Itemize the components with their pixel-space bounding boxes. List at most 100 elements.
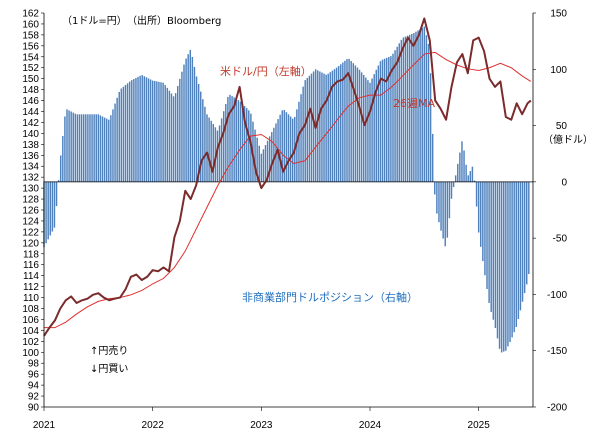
position-bar <box>220 118 223 182</box>
left-tick-label: 108 <box>22 304 39 315</box>
position-bar <box>166 87 169 182</box>
position-bar <box>511 181 513 338</box>
position-bar <box>365 77 367 182</box>
position-bar <box>394 50 396 182</box>
position-bar <box>218 125 221 182</box>
position-bar <box>444 181 446 247</box>
position-bar <box>55 181 58 207</box>
position-bar <box>340 64 342 182</box>
position-bar <box>271 132 273 182</box>
position-bar <box>193 66 196 182</box>
position-bar <box>76 114 79 182</box>
left-tick-label: 134 <box>22 162 39 173</box>
position-bar <box>105 118 108 182</box>
position-bar <box>235 98 237 182</box>
position-bar <box>327 73 329 182</box>
position-bar <box>133 79 135 182</box>
position-bar <box>149 79 152 182</box>
position-bar <box>513 181 515 333</box>
position-bar <box>189 49 192 182</box>
position-bar <box>273 127 275 182</box>
position-bar <box>191 56 194 182</box>
position-bar <box>308 75 311 182</box>
position-bar <box>172 96 175 182</box>
left-tick-label: 116 <box>23 260 39 271</box>
position-bar <box>206 114 208 182</box>
left-tick-label: 140 <box>22 129 39 140</box>
position-bar <box>103 117 106 182</box>
position-bar <box>95 114 97 182</box>
position-bar <box>459 152 461 182</box>
position-bar <box>47 181 49 240</box>
ma-series-label: 26週MA <box>393 97 435 110</box>
position-bar <box>135 77 137 182</box>
position-bar <box>289 116 292 182</box>
position-bar <box>225 104 227 182</box>
left-tick-label: 156 <box>22 41 39 52</box>
position-bar <box>490 181 492 312</box>
position-bar <box>477 181 480 233</box>
position-bar <box>210 120 212 182</box>
position-bar <box>385 57 388 182</box>
position-bar <box>195 76 198 182</box>
position-bar <box>229 94 231 182</box>
position-bar <box>62 135 64 182</box>
position-bar <box>306 77 309 182</box>
left-tick-label: 110 <box>23 293 39 304</box>
position-bar <box>419 29 421 182</box>
position-bar <box>233 97 235 182</box>
left-tick-label: 142 <box>22 118 39 129</box>
position-bar <box>475 181 478 207</box>
left-tick-label: 118 <box>23 249 39 260</box>
position-bar <box>507 181 509 347</box>
position-bar <box>392 53 394 182</box>
position-bar <box>369 82 371 182</box>
position-bar <box>112 109 114 182</box>
position-bar <box>80 114 83 182</box>
position-bar <box>354 65 357 182</box>
position-bar <box>200 91 202 182</box>
position-bar <box>450 181 453 199</box>
position-bar <box>517 181 520 320</box>
position-bar <box>101 116 104 182</box>
position-bar <box>231 96 233 182</box>
left-tick-label: 96 <box>28 370 40 381</box>
position-bar <box>519 181 522 311</box>
position-bar <box>216 130 219 182</box>
left-tick-label: 92 <box>28 392 40 403</box>
position-bar <box>454 175 457 182</box>
position-bar <box>452 181 455 188</box>
left-tick-label: 114 <box>23 271 39 282</box>
position-bar <box>262 149 265 182</box>
position-bar <box>486 181 488 290</box>
position-bar <box>425 35 428 182</box>
position-bar <box>323 73 325 182</box>
position-bar <box>237 100 240 182</box>
position-bar <box>93 114 95 182</box>
position-bar <box>202 99 204 182</box>
position-bar <box>256 137 258 182</box>
position-bar <box>298 101 300 182</box>
left-tick-label: 146 <box>22 96 39 107</box>
position-bar <box>124 85 127 182</box>
left-tick-label: 144 <box>22 107 39 118</box>
position-bar <box>260 153 263 182</box>
position-bar <box>291 118 294 182</box>
position-bar <box>145 77 148 182</box>
left-tick-label: 100 <box>22 348 39 359</box>
left-tick-label: 98 <box>28 359 40 370</box>
position-bar <box>300 94 302 182</box>
position-bar <box>396 46 398 182</box>
position-bar <box>344 60 346 182</box>
position-bar <box>523 181 526 294</box>
position-bar <box>363 75 365 182</box>
position-bar <box>114 103 116 182</box>
position-bar <box>266 140 269 182</box>
position-bar <box>429 73 432 182</box>
position-bar <box>342 62 344 182</box>
position-bar <box>404 36 407 182</box>
position-bar <box>434 181 436 195</box>
position-bar <box>413 33 415 182</box>
position-bar <box>208 117 210 182</box>
position-bar <box>431 133 434 182</box>
